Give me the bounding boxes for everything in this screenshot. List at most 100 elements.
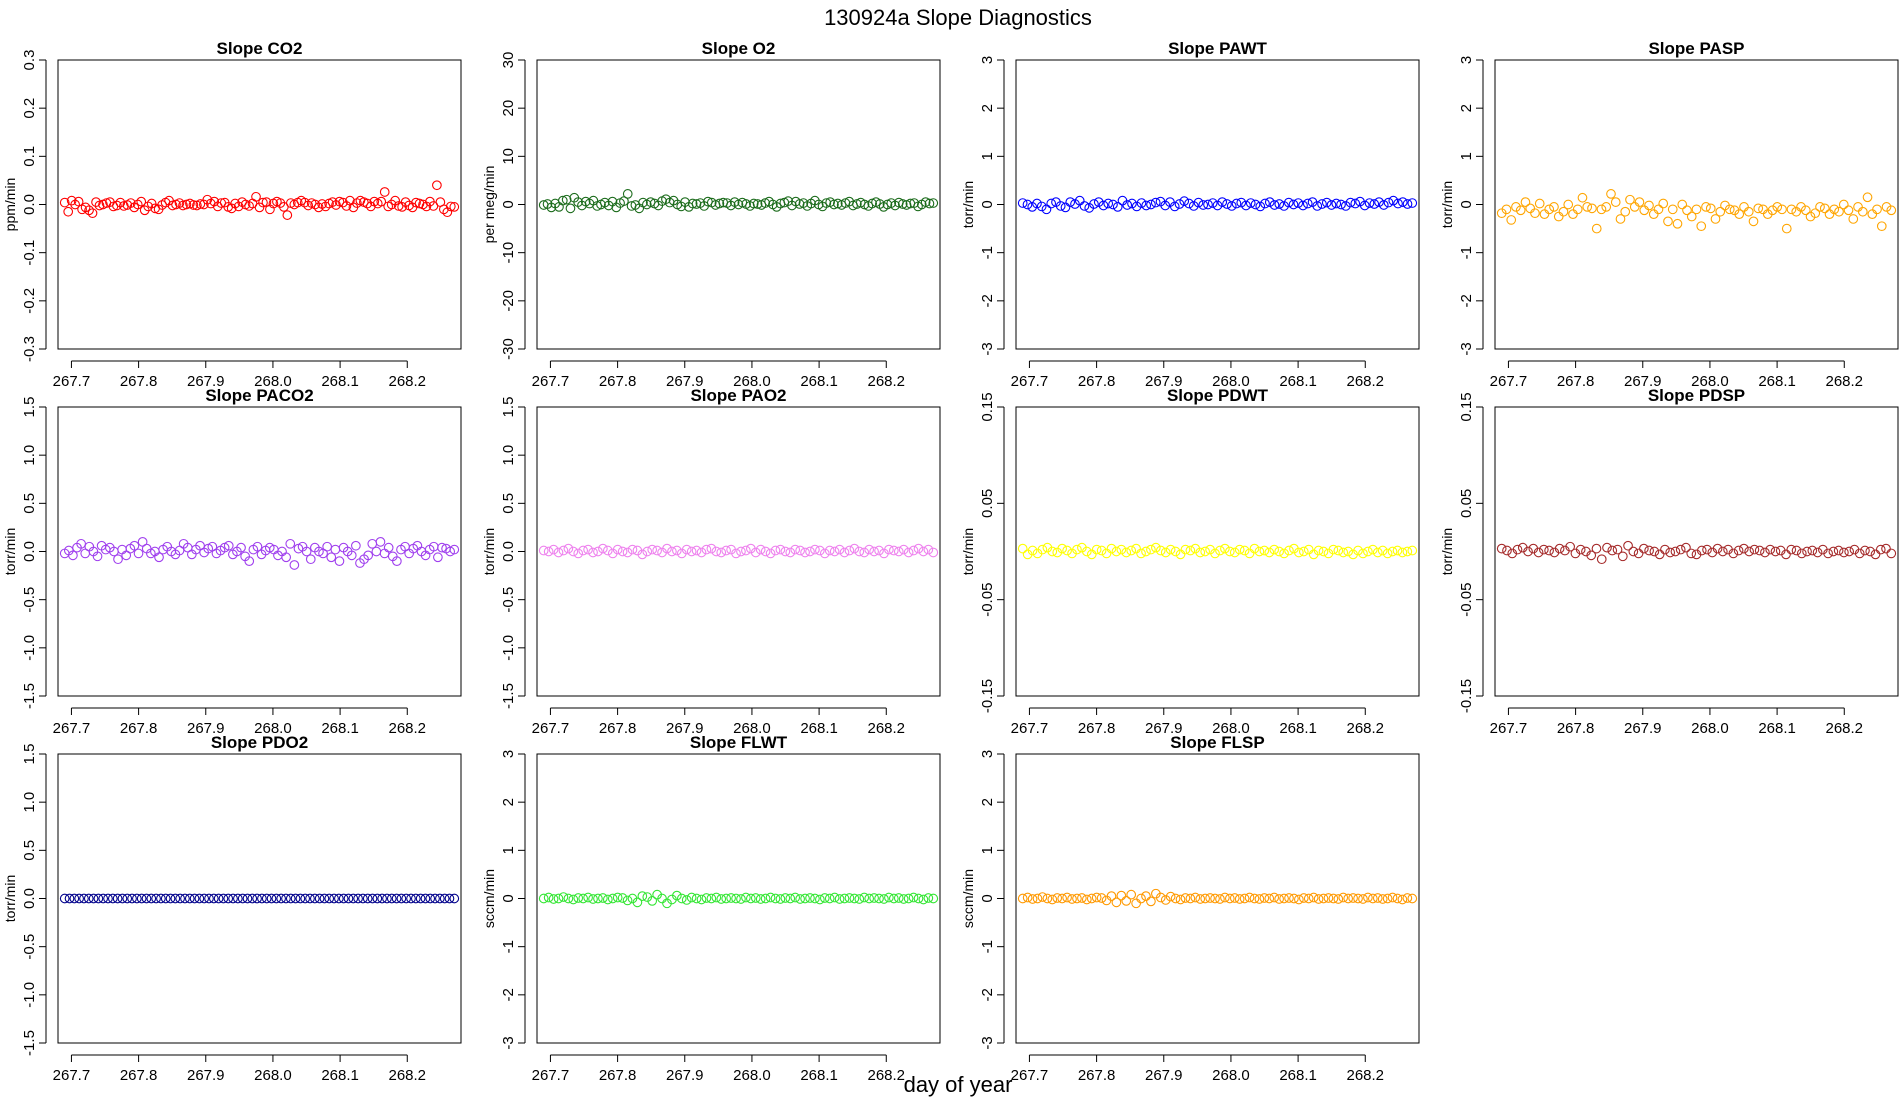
data-point [657,893,667,904]
x-tick-label: 268.0 [254,373,292,390]
x-tick-label: 267.8 [1078,373,1116,390]
data-point [1748,216,1759,227]
data-point [305,893,315,904]
data-point [223,540,234,551]
data-point [578,893,589,904]
x-tick-label: 267.7 [1011,1067,1049,1084]
x-tick-label: 268.2 [867,1067,905,1084]
data-point [343,893,354,904]
data-point [338,893,349,904]
data-point [1057,893,1068,904]
y-tick-label: 0.5 [21,840,38,861]
y-axis-title: sccm/min [960,869,976,928]
data-point [1601,202,1612,212]
data-point [1269,544,1280,555]
data-point [1318,546,1329,557]
data-point [1754,545,1765,556]
data-point [247,893,258,904]
data-point [829,546,840,557]
data-point [1501,204,1512,215]
data-point [379,548,390,559]
data-point [1185,545,1196,556]
data-point [538,893,549,904]
data-point [1042,893,1053,904]
data-point [1091,892,1102,903]
data-point [1298,893,1309,903]
data-point [1250,199,1261,210]
data-point [1313,545,1324,556]
data-point [800,893,810,904]
data-point [1096,893,1107,903]
data-point [553,893,564,904]
data-point [1667,204,1678,215]
y-tick-label: -3 [1458,342,1475,355]
data-point [1734,209,1745,219]
data-point [1288,199,1299,210]
x-tick-label: 267.8 [599,373,637,390]
panel-title: Slope PDWT [1167,386,1269,405]
data-point [392,556,402,566]
data-point [358,893,368,904]
data-point [113,554,123,565]
y-tick-label: -0.15 [1458,679,1475,713]
data-point [132,199,143,210]
y-tick-label: -0.5 [500,587,517,613]
data-point [1568,209,1578,219]
data-point [346,550,357,561]
data-point [1264,197,1275,207]
data-point [1047,894,1058,905]
data-point [1812,547,1823,558]
data-point [188,200,199,210]
data-point [1122,200,1133,210]
data-point [1402,546,1413,557]
y-tick-label: 1.5 [21,744,38,765]
data-point [701,544,712,555]
y-tick-label: -1 [500,940,517,953]
x-tick-label: 268.1 [1279,720,1317,737]
data-point [1259,545,1270,556]
y-tick-label: 0 [979,200,996,208]
data-point [1022,892,1033,903]
panel: Slope PACO2 267.7 267.8 267.9 268.0 268.1 268.… [2,386,462,737]
x-tick-label: 268.2 [867,373,905,390]
data-point [1121,547,1132,558]
data-point [558,545,569,556]
data-point [1369,199,1380,209]
data-point [1582,202,1593,212]
x-tick-label: 267.7 [1011,720,1049,737]
data-point [1333,545,1344,556]
data-point [242,893,253,904]
y-tick-label: -0.3 [21,336,38,362]
data-point [1174,199,1185,209]
data-point [1037,892,1048,902]
data-point [117,544,127,555]
data-point [1215,545,1225,556]
data-point [1328,893,1339,904]
data-point [1615,214,1626,224]
y-tick-label: -2 [979,294,996,307]
data-point [598,893,608,903]
data-point [893,893,904,903]
y-tick-label: -1 [979,940,996,953]
data-point [1358,894,1368,904]
data-point [1111,897,1122,908]
data-point [1331,198,1342,209]
x-tick-label: 268.2 [1825,720,1863,737]
plot-frame [57,59,462,350]
y-tick-label: -0.05 [1458,583,1475,617]
data-point [1786,204,1797,215]
data-point [1539,209,1550,219]
data-point [903,547,914,558]
y-tick-label: 0.1 [21,146,38,167]
data-point [755,894,766,904]
data-point [1854,548,1865,559]
y-axis-title: torr/min [1439,528,1455,575]
data-point [687,198,698,209]
data-point [1116,890,1127,901]
data-point [1308,892,1319,903]
data-point [924,198,935,209]
x-tick-label: 268.1 [1758,720,1796,737]
data-point [1387,546,1398,557]
data-point [1623,540,1633,551]
panel: Slope O2 267.7 267.8 267.9 268.0 268.1 268.2 -3… [481,39,941,390]
